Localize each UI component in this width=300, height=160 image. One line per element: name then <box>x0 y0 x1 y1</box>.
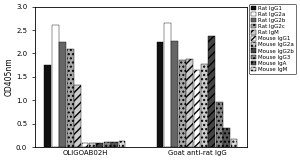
Bar <box>216 102 223 147</box>
Bar <box>223 128 230 147</box>
Bar <box>59 42 66 147</box>
Bar <box>118 141 125 147</box>
Bar <box>164 23 171 147</box>
Bar <box>171 41 178 147</box>
Bar <box>111 142 118 147</box>
Bar <box>104 142 111 147</box>
Bar <box>82 143 88 147</box>
Bar <box>89 143 96 147</box>
Bar <box>194 70 200 147</box>
Bar <box>74 85 81 147</box>
Bar <box>208 36 215 147</box>
Bar <box>96 143 103 147</box>
Bar <box>179 60 186 147</box>
Bar <box>157 42 163 147</box>
Bar <box>67 49 73 147</box>
Bar <box>186 59 193 147</box>
Bar <box>44 65 51 147</box>
Bar <box>201 64 208 147</box>
Bar <box>231 139 237 147</box>
Bar <box>52 25 59 147</box>
Legend: Rat IgG1, Rat IgG2a, Rat IgG2b, Rat IgG2c, Rat IgM, Mouse IgG1, Mouse IgG2a, Mou: Rat IgG1, Rat IgG2a, Rat IgG2b, Rat IgG2… <box>249 4 296 74</box>
Y-axis label: OD405nm: OD405nm <box>4 58 13 96</box>
